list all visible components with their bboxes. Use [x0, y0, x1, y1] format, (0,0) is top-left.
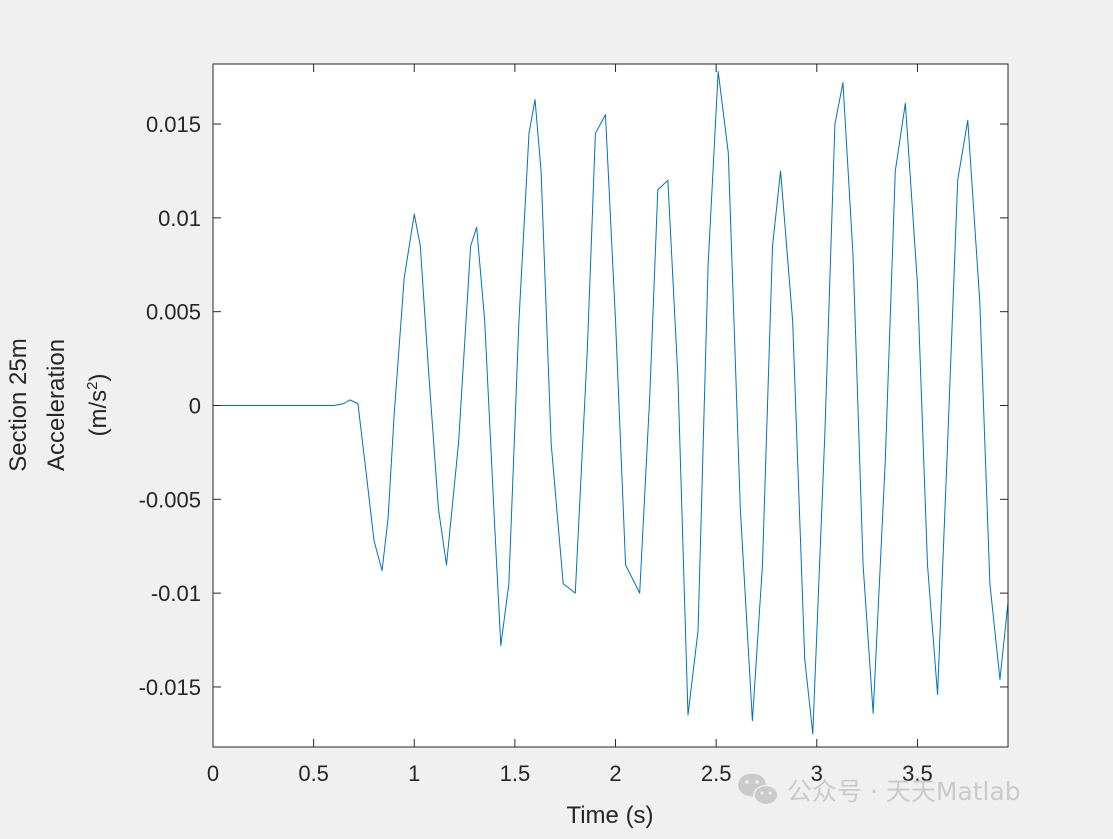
x-axis-label: Time (s)	[566, 802, 653, 829]
y-axis-unit-prefix: (m/s	[85, 390, 112, 437]
x-tick-label: 1	[408, 761, 420, 786]
y-tick-label: -0.005	[139, 487, 201, 512]
plot-area	[213, 64, 1008, 747]
x-tick-label: 2	[609, 761, 621, 786]
y-axis-label-line-1: Section 25m	[5, 338, 32, 471]
series-layer	[213, 71, 1008, 735]
y-axis-ticks: 0.015 0.01 0.005 0 -0.005 -0.01 -0.015	[139, 112, 1008, 700]
y-tick-label: 0.015	[146, 112, 201, 137]
y-axis-label: Section 25m Acceleration (m/s2)	[5, 338, 112, 471]
x-tick-label: 1.5	[500, 761, 531, 786]
wechat-icon	[738, 773, 779, 806]
y-axis-unit-exponent: 2	[84, 382, 101, 390]
y-axis-label-unit: (m/s2)	[84, 374, 112, 437]
x-tick-label: 0.5	[298, 761, 329, 786]
y-axis-label-line-2: Acceleration	[43, 339, 70, 471]
watermark-text: 公众号 · 天天Matlab	[787, 777, 1021, 806]
y-tick-label: 0.01	[158, 206, 201, 231]
x-tick-label: 3	[811, 761, 823, 786]
series-line-1	[213, 71, 1008, 735]
y-tick-label: -0.01	[151, 581, 201, 606]
watermark: 公众号 · 天天Matlab	[738, 773, 1021, 806]
x-axis-ticks: 0 0.5 1 1.5 2 2.5 3 3.5	[207, 64, 933, 786]
y-axis-unit-suffix: )	[85, 374, 112, 382]
x-tick-label: 2.5	[701, 761, 732, 786]
y-tick-label: -0.015	[139, 675, 201, 700]
x-tick-label: 3.5	[902, 761, 933, 786]
y-tick-label: 0	[189, 394, 201, 419]
x-tick-label: 0	[207, 761, 219, 786]
y-tick-label: 0.005	[146, 300, 201, 325]
